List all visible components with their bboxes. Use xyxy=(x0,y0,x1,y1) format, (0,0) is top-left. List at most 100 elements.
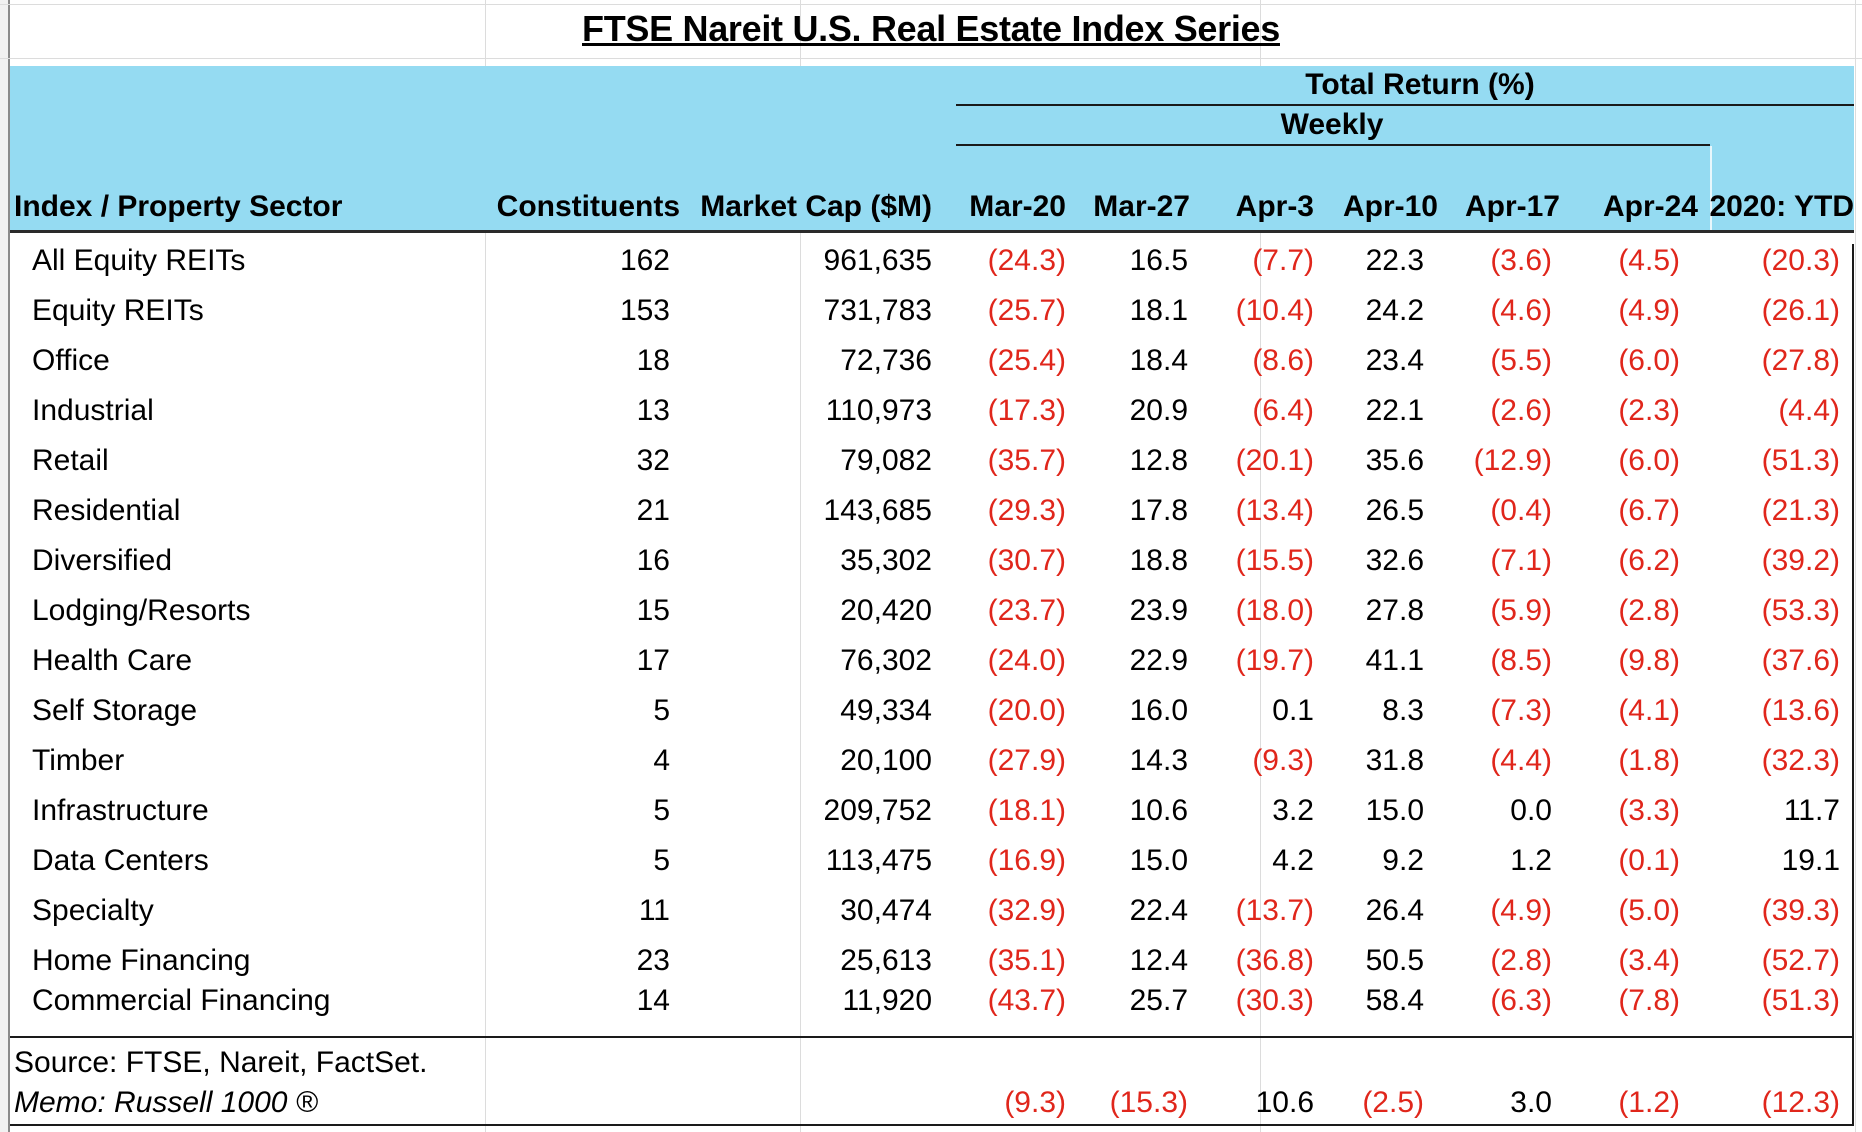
return-value: 32.6 xyxy=(1365,544,1424,577)
memo-row: Memo: Russell 1000 ® (9.3) (15.3) 10.6 (2.5… xyxy=(0,1086,1862,1126)
page-title: FTSE Nareit U.S. Real Estate Index Serie… xyxy=(582,8,1280,49)
market-cap-value: 209,752 xyxy=(823,794,932,827)
sector-name: Data Centers xyxy=(32,844,209,877)
sector-name: Specialty xyxy=(32,894,154,927)
constituents-value: 5 xyxy=(653,694,670,727)
market-cap-value: 961,635 xyxy=(823,244,932,277)
subgroup-label: Weekly xyxy=(1280,108,1384,141)
return-value: 16.5 xyxy=(1129,244,1188,277)
return-value: (4.4) xyxy=(1490,744,1552,777)
constituents-value: 15 xyxy=(636,594,670,627)
return-value: (4.5) xyxy=(1618,244,1680,277)
sector-name: Lodging/Resorts xyxy=(32,594,251,627)
return-value: (20.3) xyxy=(1761,244,1840,277)
col-header-apr-10[interactable]: Apr-10 xyxy=(1342,190,1438,223)
col-header-mar-27[interactable]: Mar-27 xyxy=(1093,190,1190,223)
return-value: (27.8) xyxy=(1761,344,1840,377)
return-value: (51.3) xyxy=(1761,444,1840,477)
table-row[interactable]: Commercial Financing 14 11,920 (43.7) 25.7 (3… xyxy=(10,984,1854,1034)
table-row[interactable]: Residential 21 143,685 (29.3) 17.8 (13.4) 26.5… xyxy=(10,494,1854,544)
table-row[interactable]: Diversified 16 35,302 (30.7) 18.8 (15.5) 32.6 (… xyxy=(10,544,1854,594)
col-header-mar-20[interactable]: Mar-20 xyxy=(969,190,1066,223)
market-cap-value: 49,334 xyxy=(840,694,932,727)
return-value: 50.5 xyxy=(1365,944,1424,977)
return-value: (53.3) xyxy=(1761,594,1840,627)
ytd-divider xyxy=(1710,146,1856,230)
return-value: (37.6) xyxy=(1761,644,1840,677)
return-value: 41.1 xyxy=(1365,644,1424,677)
table-row[interactable]: Lodging/Resorts 15 20,420 (23.7) 23.9 (18.0) 2… xyxy=(10,594,1854,644)
col-header-apr-24[interactable]: Apr-24 xyxy=(1602,190,1698,223)
table-row[interactable]: Self Storage 5 49,334 (20.0) 16.0 0.1 8.3 (7.3)… xyxy=(10,694,1854,744)
return-value: (13.4) xyxy=(1235,494,1314,527)
return-value: (32.9) xyxy=(987,894,1066,927)
return-value: (4.4) xyxy=(1778,394,1840,427)
return-value: (43.7) xyxy=(987,984,1066,1017)
return-value: (39.3) xyxy=(1761,894,1840,927)
constituents-value: 13 xyxy=(636,394,670,427)
return-value: (30.7) xyxy=(987,544,1066,577)
table-row[interactable]: Timber 4 20,100 (27.9) 14.3 (9.3) 31.8 (4.4) (1.… xyxy=(10,744,1854,794)
return-value: 20.9 xyxy=(1129,394,1188,427)
market-cap-value: 20,100 xyxy=(840,744,932,777)
market-cap-value: 731,783 xyxy=(823,294,932,327)
return-value: (23.7) xyxy=(987,594,1066,627)
return-value: 0.1 xyxy=(1272,694,1314,727)
return-value: 17.8 xyxy=(1129,494,1188,527)
table-row[interactable]: Retail 32 79,082 (35.7) 12.8 (20.1) 35.6 (12.9)… xyxy=(10,444,1854,494)
return-value: (29.3) xyxy=(987,494,1066,527)
memo-label: Memo: Russell 1000 ® xyxy=(14,1086,318,1119)
col-header-sector[interactable]: Index / Property Sector xyxy=(14,190,343,223)
col-header-ytd[interactable]: 2020: YTD xyxy=(1709,190,1854,223)
return-value: (15.5) xyxy=(1235,544,1314,577)
return-value: 24.2 xyxy=(1365,294,1424,327)
return-value: 22.9 xyxy=(1129,644,1188,677)
return-value: (35.1) xyxy=(987,944,1066,977)
return-value: (8.5) xyxy=(1490,644,1552,677)
return-value: (3.6) xyxy=(1490,244,1552,277)
return-value: 4.2 xyxy=(1272,844,1314,877)
memo-return-value: (15.3) xyxy=(1109,1086,1188,1119)
return-value: (39.2) xyxy=(1761,544,1840,577)
market-cap-value: 76,302 xyxy=(840,644,932,677)
col-header-constituents[interactable]: Constituents xyxy=(496,190,680,223)
return-value: 25.7 xyxy=(1129,984,1188,1017)
table-row[interactable]: Infrastructure 5 209,752 (18.1) 10.6 3.2 15.0 0… xyxy=(10,794,1854,844)
return-value: (9.3) xyxy=(1252,744,1314,777)
return-value: 9.2 xyxy=(1382,844,1424,877)
return-value: (8.6) xyxy=(1252,344,1314,377)
constituents-value: 153 xyxy=(619,294,670,327)
return-value: 18.8 xyxy=(1129,544,1188,577)
table-row[interactable]: Industrial 13 110,973 (17.3) 20.9 (6.4) 22.1 (2… xyxy=(10,394,1854,444)
table-row[interactable]: Office 18 72,736 (25.4) 18.4 (8.6) 23.4 (5.5) (6… xyxy=(10,344,1854,394)
table-row[interactable]: Specialty 11 30,474 (32.9) 22.4 (13.7) 26.4 (4.… xyxy=(10,894,1854,944)
sector-name: Health Care xyxy=(32,644,193,677)
return-value: (4.9) xyxy=(1618,294,1680,327)
return-value: 35.6 xyxy=(1365,444,1424,477)
footer-rule-bottom xyxy=(10,1124,1854,1126)
return-value: 31.8 xyxy=(1365,744,1424,777)
return-value: (7.8) xyxy=(1618,984,1680,1017)
sector-name: Home Financing xyxy=(32,944,251,977)
constituents-value: 21 xyxy=(636,494,670,527)
table-row[interactable]: Equity REITs 153 731,783 (25.7) 18.1 (10.4) 24… xyxy=(10,294,1854,344)
return-value: (3.4) xyxy=(1618,944,1680,977)
return-value: (20.0) xyxy=(987,694,1066,727)
return-value: (2.6) xyxy=(1490,394,1552,427)
table-row[interactable]: All Equity REITs 162 961,635 (24.3) 16.5 (7.7… xyxy=(10,244,1854,294)
return-value: 15.0 xyxy=(1129,844,1188,877)
constituents-value: 17 xyxy=(636,644,670,677)
col-header-apr-17[interactable]: Apr-17 xyxy=(1464,190,1560,223)
table-row[interactable]: Health Care 17 76,302 (24.0) 22.9 (19.7) 41.1 (… xyxy=(10,644,1854,694)
table-row[interactable]: Data Centers 5 113,475 (16.9) 15.0 4.2 9.2 1.2 (… xyxy=(10,844,1854,894)
return-value: 26.4 xyxy=(1365,894,1424,927)
return-value: (7.1) xyxy=(1490,544,1552,577)
return-value: 3.2 xyxy=(1272,794,1314,827)
col-header-apr-3[interactable]: Apr-3 xyxy=(1235,190,1314,223)
table-row[interactable]: Home Financing 23 25,613 (35.1) 12.4 (36.8) 50… xyxy=(10,944,1854,994)
market-cap-value: 35,302 xyxy=(840,544,932,577)
gridline xyxy=(1855,0,1856,1132)
col-header-market-cap[interactable]: Market Cap ($M) xyxy=(700,190,932,223)
return-value: (4.9) xyxy=(1490,894,1552,927)
return-value: (10.4) xyxy=(1235,294,1314,327)
